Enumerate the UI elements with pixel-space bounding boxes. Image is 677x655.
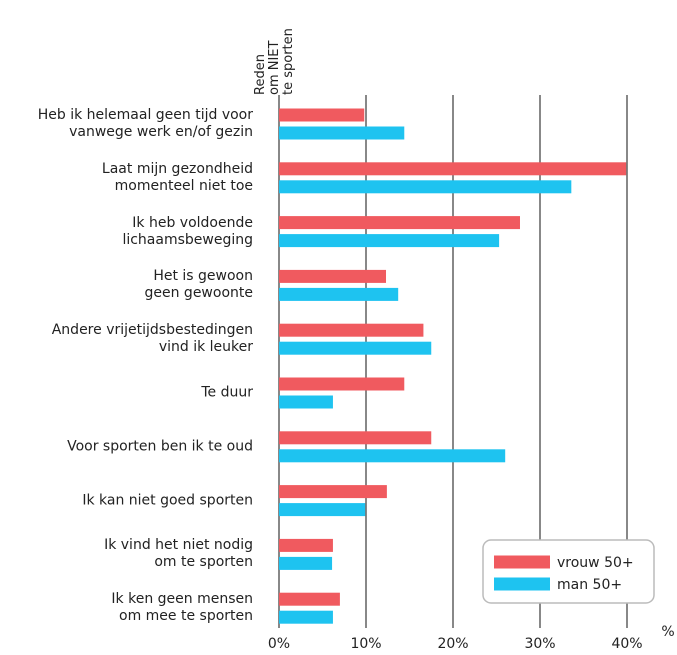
- x-tick-label: 0%: [268, 636, 290, 652]
- legend-label: man 50+: [557, 577, 622, 593]
- category-label: Te duur: [201, 384, 253, 401]
- bar: [279, 126, 405, 140]
- bar: [279, 323, 424, 337]
- x-axis-label: %: [661, 624, 674, 640]
- x-tick-label: 30%: [524, 636, 555, 652]
- x-tick-label: 20%: [437, 636, 468, 652]
- bar: [279, 431, 432, 445]
- category-label: Voor sporten ben ik te oud: [67, 438, 253, 455]
- legend-swatch: [494, 555, 550, 569]
- bar: [279, 180, 572, 194]
- category-label: Het is gewoon geen gewoonte: [144, 268, 254, 302]
- bar: [279, 216, 520, 230]
- bar: [279, 395, 333, 409]
- category-label: Ik vind het niet nodig om te sporten: [104, 537, 253, 571]
- bar: [279, 377, 405, 391]
- category-label: Ik heb voldoende lichaamsbeweging: [122, 214, 253, 248]
- legend-box: [482, 539, 655, 604]
- category-label: Heb ik helemaal geen tijd voor vanwege w…: [37, 107, 253, 140]
- x-tick-label: 40%: [611, 636, 642, 652]
- bar: [279, 108, 365, 122]
- bar: [279, 269, 387, 283]
- category-label: Laat mijn gezondheid momenteel niet toe: [101, 160, 253, 194]
- bar: [279, 485, 387, 499]
- bar: [279, 610, 333, 624]
- bar: [279, 503, 366, 517]
- category-label: Andere vrijetijdsbestedingen vind ik leu…: [51, 322, 253, 356]
- bar: [279, 538, 333, 552]
- category-label: Ik ken geen mensen om mee te sporten: [111, 591, 253, 625]
- bar: [279, 162, 627, 176]
- category-label: Ik kan niet goed sporten: [82, 492, 253, 509]
- bar: [279, 556, 333, 570]
- bar: [279, 234, 500, 248]
- legend-swatch: [494, 577, 550, 591]
- bar: [279, 592, 340, 606]
- bar: [279, 287, 399, 301]
- y-axis-title: Reden om NIET te sporten: [253, 28, 296, 95]
- x-tick-label: 10%: [350, 636, 381, 652]
- bar: [279, 449, 506, 463]
- legend-label: vrouw 50+: [557, 555, 634, 571]
- bar: [279, 341, 432, 355]
